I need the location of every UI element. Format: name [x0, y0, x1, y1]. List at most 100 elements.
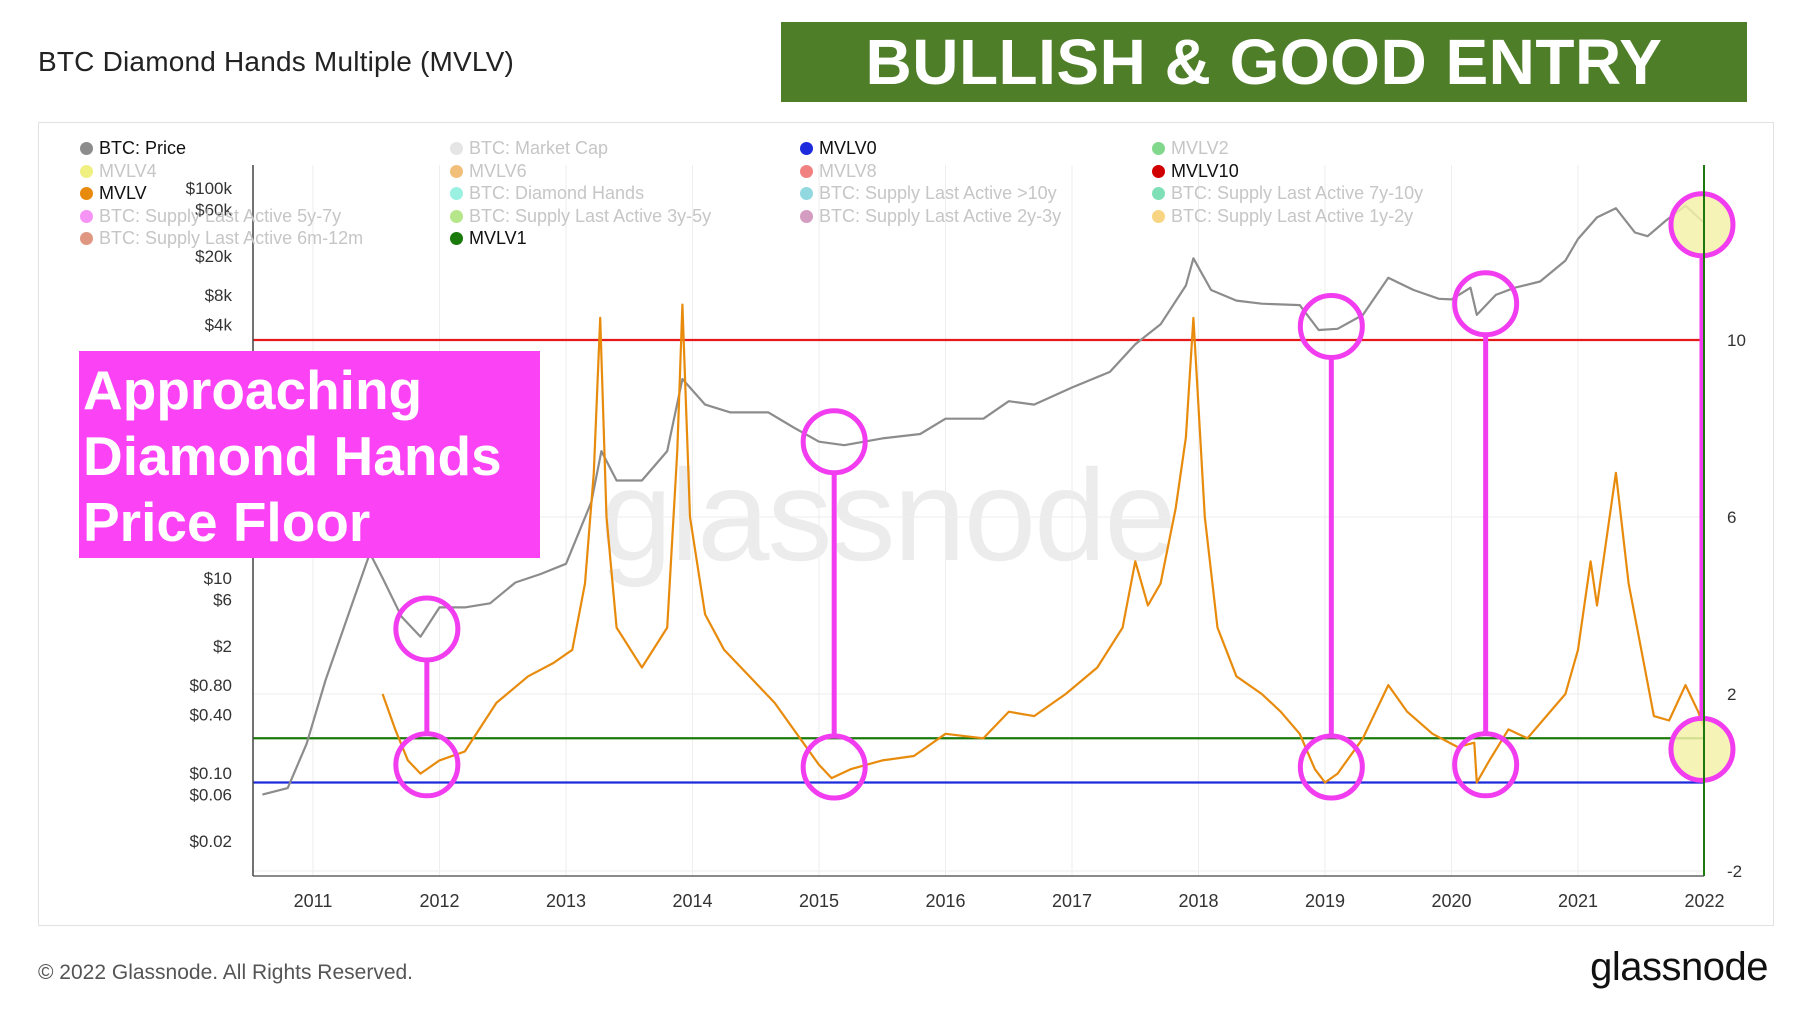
series-mvlv	[381, 303, 1706, 784]
legend-item[interactable]: BTC: Supply Last Active 5y-7y	[80, 206, 341, 227]
left-tick-label: $60k	[195, 201, 232, 220]
x-tick-label: 2013	[546, 891, 586, 911]
bullish-banner: BULLISH & GOOD ENTRY POINT	[781, 22, 1747, 178]
x-tick-label: 2016	[925, 891, 965, 911]
legend-dot-icon	[80, 164, 93, 178]
series-layer	[262, 204, 1706, 796]
legend-item[interactable]: BTC: Diamond Hands	[450, 183, 644, 204]
right-tick-label: -2	[1727, 862, 1742, 881]
legend-dot-icon	[450, 232, 463, 245]
legend-label: MVLV8	[819, 160, 877, 181]
legend-item[interactable]: MVLV10	[1152, 161, 1239, 182]
x-tick-label: 2021	[1558, 891, 1598, 911]
x-tick-label: 2012	[419, 891, 459, 911]
right-tick-label: 6	[1727, 508, 1736, 527]
legend-dot-icon	[800, 142, 813, 155]
legend-label: BTC: Supply Last Active 1y-2y	[1171, 205, 1414, 226]
left-tick-label: $4k	[205, 315, 233, 334]
legend-dot-icon	[80, 142, 93, 155]
legend-item[interactable]: BTC: Supply Last Active 7y-10y	[1152, 183, 1423, 204]
highlight-circle	[1452, 731, 1520, 799]
legend-label: BTC: Supply Last Active 6m-12m	[99, 228, 364, 248]
legend-dot-icon	[800, 209, 813, 223]
highlight-circle	[1297, 733, 1365, 801]
highlight-circle	[393, 595, 461, 663]
left-tick-label: $0.10	[189, 764, 232, 783]
legend-label: BTC: Supply Last Active 7y-10y	[1171, 183, 1424, 203]
highlight-circles	[393, 191, 1736, 801]
left-tick-label: $10	[204, 569, 232, 588]
legend-item[interactable]: BTC: Market Cap	[450, 138, 608, 159]
legend-label: MVLV	[99, 183, 147, 203]
legend-dot-icon	[450, 209, 463, 223]
legend-dot-icon	[1152, 142, 1165, 155]
x-tick-label: 2011	[294, 891, 333, 911]
highlight-circle	[1452, 270, 1520, 338]
legend-item[interactable]: BTC: Supply Last Active 3y-5y	[450, 206, 711, 227]
legend-item[interactable]: BTC: Supply Last Active 1y-2y	[1152, 206, 1413, 227]
right-tick-label: 2	[1727, 685, 1736, 704]
legend-dot-icon	[800, 164, 813, 178]
legend-item[interactable]: MVLV8	[800, 161, 877, 182]
left-tick-label: $0.80	[189, 676, 232, 695]
series-btc-price	[262, 204, 1706, 796]
legend-label: MVLV10	[1171, 160, 1239, 181]
legend-dot-icon	[450, 187, 463, 200]
legend-label: BTC: Diamond Hands	[469, 183, 645, 203]
annotation-box: Approaching Diamond Hands Price Floor	[79, 351, 540, 558]
legend-item[interactable]: MVLV0	[800, 138, 877, 159]
chart-frame	[38, 122, 1774, 926]
left-tick-label: $8k	[205, 286, 233, 305]
x-tick-label: 2019	[1305, 891, 1345, 911]
x-tick-label: 2018	[1178, 891, 1218, 911]
legend-label: BTC: Supply Last Active 3y-5y	[469, 205, 712, 226]
legend-item[interactable]: MVLV	[80, 183, 147, 204]
legend-item[interactable]: BTC: Supply Last Active 2y-3y	[800, 206, 1061, 227]
highlight-circle	[800, 733, 868, 801]
x-tick-label: 2015	[799, 891, 839, 911]
legend-item[interactable]: BTC: Price	[80, 138, 186, 159]
glassnode-logo: glassnode	[1590, 945, 1768, 989]
legend-label: BTC: Supply Last Active >10y	[819, 183, 1057, 203]
legend-item[interactable]: MVLV2	[1152, 138, 1229, 159]
legend-label: MVLV2	[1171, 138, 1229, 158]
chart-title: BTC Diamond Hands Multiple (MVLV)	[38, 46, 515, 77]
legend-item[interactable]: BTC: Supply Last Active 6m-12m	[80, 228, 363, 249]
copyright: © 2022 Glassnode. All Rights Reserved.	[38, 961, 414, 984]
legend-label: BTC: Market Cap	[469, 138, 609, 158]
left-tick-label: $2	[213, 637, 232, 656]
left-tick-label: $0.02	[189, 832, 232, 851]
x-tick-label: 2022	[1684, 891, 1724, 911]
highlight-circle	[800, 408, 868, 476]
watermark: glassnode	[600, 442, 1177, 588]
annotation-line-3: Price Floor	[83, 491, 371, 553]
legend-dot-icon	[450, 164, 463, 178]
legend-dot-icon	[80, 232, 93, 245]
legend-item[interactable]: MVLV4	[80, 161, 157, 182]
left-tick-label: $6	[213, 591, 232, 610]
legend-dot-icon	[1152, 164, 1165, 178]
legend-dot-icon	[1152, 187, 1165, 200]
legend-label: BTC: Supply Last Active 2y-3y	[819, 205, 1062, 226]
legend-dot-icon	[80, 209, 93, 223]
highlight-circle	[1668, 191, 1736, 259]
x-tick-label: 2020	[1431, 891, 1471, 911]
legend-item[interactable]: MVLV1	[450, 228, 527, 249]
legend-label: BTC: Supply Last Active 5y-7y	[99, 205, 342, 226]
left-tick-label: $0.06	[189, 786, 232, 805]
x-tick-label: 2017	[1052, 891, 1092, 911]
left-tick-label: $0.40	[189, 705, 232, 724]
legend-label: MVLV4	[99, 160, 157, 181]
legend-item[interactable]: MVLV6	[450, 161, 527, 182]
highlight-circle	[1297, 292, 1365, 360]
x-tick-label: 2014	[672, 891, 712, 911]
legend-item[interactable]: BTC: Supply Last Active >10y	[800, 183, 1057, 204]
left-tick-label: $100k	[186, 179, 233, 198]
legend-dot-icon	[450, 142, 463, 155]
connector-layer	[424, 255, 1705, 737]
left-tick-label: $20k	[195, 247, 232, 266]
legend-label: MVLV0	[819, 138, 877, 158]
legend-label: MVLV6	[469, 160, 527, 181]
legend-dot-icon	[1152, 209, 1165, 223]
